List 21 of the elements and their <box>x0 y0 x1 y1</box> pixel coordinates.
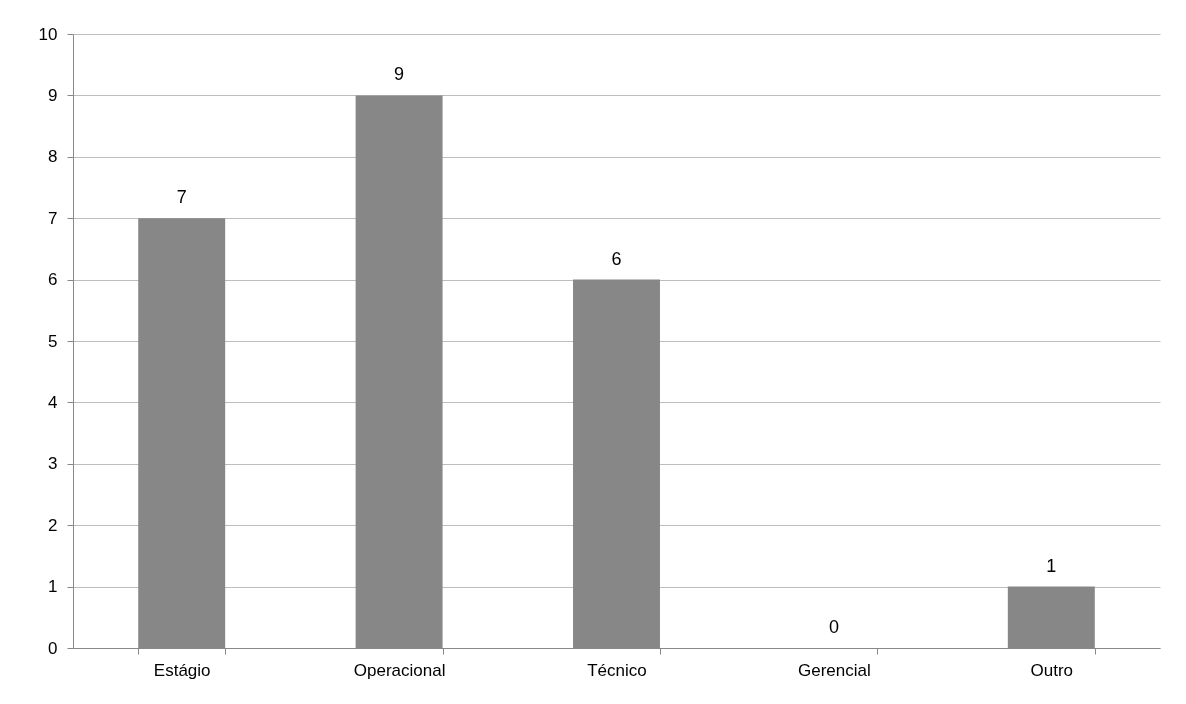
y-tick-label: 8 <box>48 147 58 167</box>
y-tick-label: 3 <box>48 454 58 474</box>
data-label: 9 <box>394 64 405 85</box>
y-tick-label: 7 <box>48 208 58 228</box>
data-label: 0 <box>828 617 839 637</box>
data-label: 7 <box>176 187 187 208</box>
x-tick-label: Técnico <box>587 660 647 680</box>
x-tick-label: Gerencial <box>798 660 871 680</box>
data-label: 6 <box>611 248 622 269</box>
y-tick-label: 0 <box>48 638 58 658</box>
x-tick-label: Estágio <box>153 660 211 680</box>
y-tick-label: 2 <box>48 515 58 535</box>
x-tick-label: Outro <box>1030 660 1074 680</box>
y-tick-label: 9 <box>48 85 58 105</box>
x-tick-label: Operacional <box>353 660 446 680</box>
y-tick-label: 4 <box>48 392 58 412</box>
y-tick-label: 6 <box>48 270 58 290</box>
y-tick-label: 10 <box>38 24 58 44</box>
y-tick-label: 1 <box>48 577 58 597</box>
y-tick-label: 5 <box>48 331 58 351</box>
data-label: 1 <box>1046 555 1057 576</box>
